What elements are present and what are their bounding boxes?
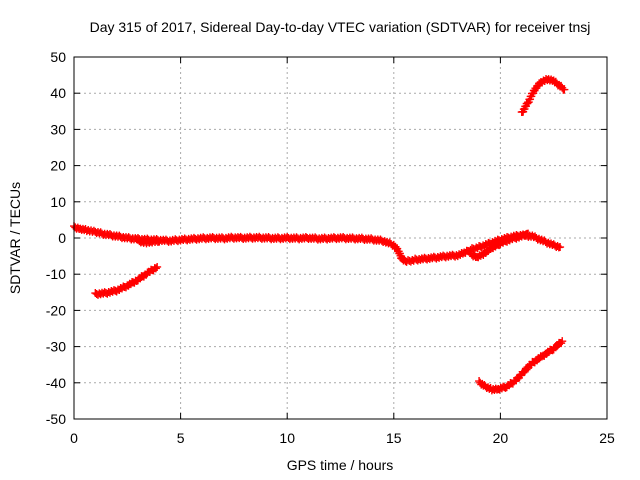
y-tick-label: -10: [46, 266, 66, 282]
chart-title: Day 315 of 2017, Sidereal Day-to-day VTE…: [90, 19, 591, 35]
data-point: [560, 85, 569, 94]
data-point: [558, 337, 567, 346]
data-point: [557, 339, 566, 348]
x-tick-label: 20: [493, 430, 509, 446]
data-point: [153, 262, 162, 271]
data-point: [155, 237, 164, 246]
y-tick-label: 50: [50, 49, 66, 65]
data-point: [556, 243, 565, 252]
y-tick-label: 40: [50, 85, 66, 101]
x-tick-label: 15: [386, 430, 402, 446]
y-tick-label: 20: [50, 158, 66, 174]
data-point: [523, 99, 532, 108]
y-tick-label: 10: [50, 194, 66, 210]
series-early-negative-arc: [91, 262, 162, 299]
x-tick-label: 5: [177, 430, 185, 446]
data-point: [151, 264, 160, 273]
x-tick-label: 10: [279, 430, 295, 446]
y-tick-label: -20: [46, 302, 66, 318]
series-early-dip: [133, 235, 164, 248]
y-tick-label: 30: [50, 121, 66, 137]
series-late-positive-arc: [517, 74, 569, 117]
x-axis-label: GPS time / hours: [287, 457, 394, 473]
series-late-negative-arc: [475, 337, 567, 395]
ticks: 0 5 10 15 20 25 -50 -40 -30 -20 -10 0 10 20 30 40 50: [46, 49, 615, 446]
y-tick-label: -30: [46, 339, 66, 355]
y-axis-label: SDTVAR / TECUs: [7, 182, 23, 294]
data-points: [70, 74, 569, 395]
x-tick-label: 25: [599, 430, 615, 446]
x-tick-label: 0: [70, 430, 78, 446]
series-lower-branch: [466, 229, 533, 262]
y-tick-label: -40: [46, 375, 66, 391]
data-point: [524, 229, 533, 238]
y-tick-label: 0: [58, 230, 66, 246]
y-tick-label: -50: [46, 411, 66, 427]
